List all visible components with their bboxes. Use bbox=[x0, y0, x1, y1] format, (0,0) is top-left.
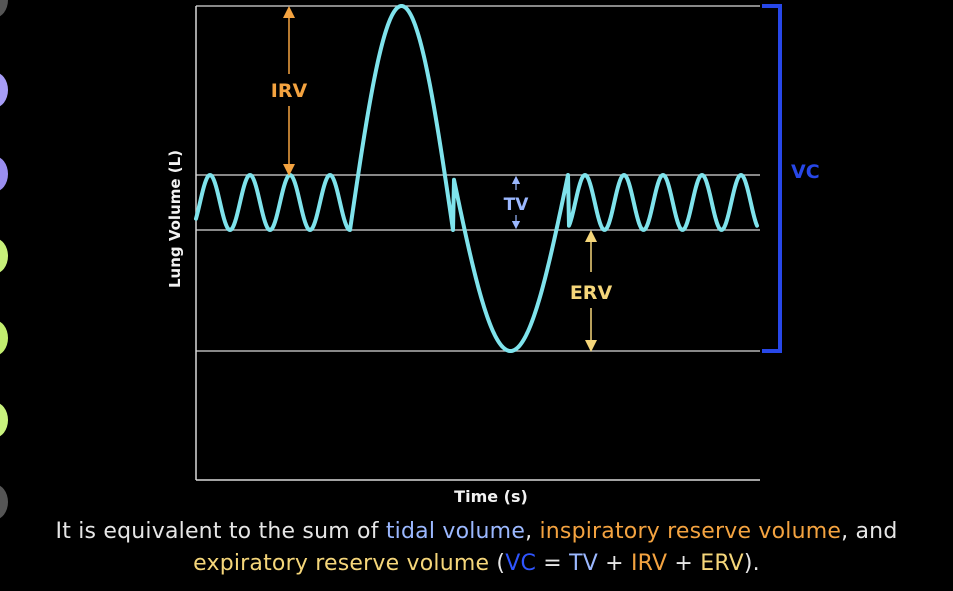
caption-tv: TV bbox=[569, 551, 598, 576]
caption-line-1: It is equivalent to the sum of tidal vol… bbox=[0, 516, 953, 548]
bullet-dot bbox=[0, 402, 8, 438]
vc-label: VC bbox=[791, 161, 820, 183]
caption-separator: , bbox=[525, 519, 540, 544]
caption-vc: VC bbox=[505, 551, 537, 576]
caption: It is equivalent to the sum of tidal vol… bbox=[0, 516, 953, 580]
caption-equals: = bbox=[536, 551, 570, 576]
erv-label: ERV bbox=[570, 282, 613, 304]
bullet-dot bbox=[0, 238, 8, 274]
caption-prefix: It is equivalent to the sum of bbox=[55, 519, 386, 544]
bullet-dot bbox=[0, 0, 8, 18]
caption-expiratory-reserve-volume: expiratory reserve volume bbox=[193, 551, 490, 576]
caption-erv: ERV bbox=[700, 551, 744, 576]
bullet-dot bbox=[0, 156, 8, 192]
vc-bracket bbox=[762, 4, 782, 353]
bullet-dot bbox=[0, 484, 8, 520]
y-axis-label: Lung Volume (L) bbox=[166, 150, 184, 288]
caption-plus: + bbox=[667, 551, 701, 576]
caption-inspiratory-reserve-volume: inspiratory reserve volume bbox=[539, 519, 842, 544]
tv-label: TV bbox=[504, 195, 530, 215]
caption-irv: IRV bbox=[630, 551, 668, 576]
x-axis-label: Time (s) bbox=[454, 487, 528, 506]
irv-label: IRV bbox=[271, 80, 308, 102]
caption-close: ). bbox=[743, 551, 760, 576]
lung-volume-diagram: IRV TV ERV VC Lung Volume (L) Time (s) bbox=[166, 4, 820, 506]
lung-volume-curve bbox=[194, 4, 759, 353]
caption-separator: , and bbox=[841, 519, 898, 544]
caption-line-2: expiratory reserve volume (VC = TV + IRV… bbox=[0, 548, 953, 580]
caption-open-paren: ( bbox=[489, 551, 506, 576]
bullet-dot bbox=[0, 72, 8, 108]
bullet-dot bbox=[0, 320, 8, 356]
caption-plus: + bbox=[597, 551, 631, 576]
caption-tidal-volume: tidal volume bbox=[385, 519, 526, 544]
